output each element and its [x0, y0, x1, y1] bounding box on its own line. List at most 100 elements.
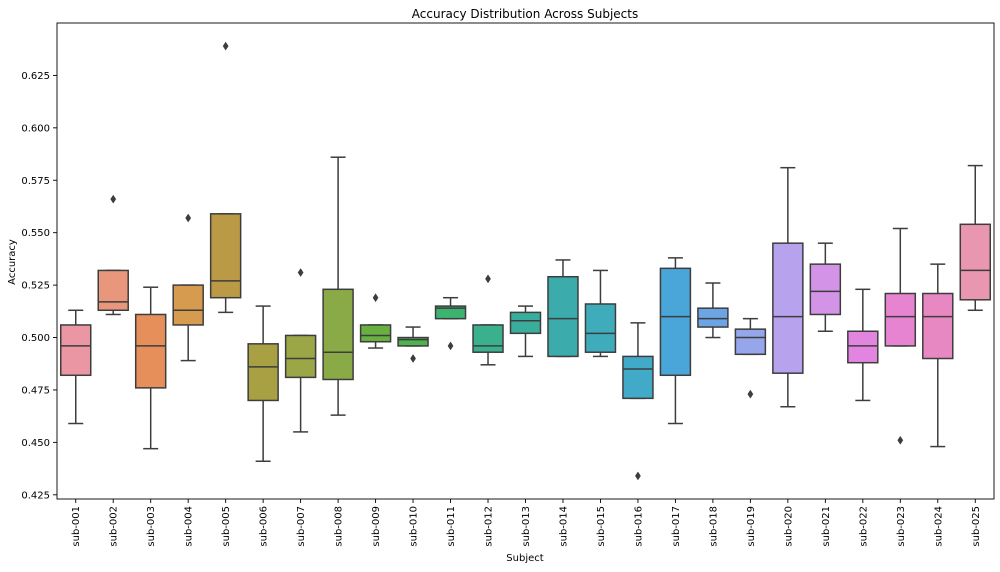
- box-sub-007: [284, 268, 317, 433]
- x-tick-label: sub-019: [746, 506, 757, 547]
- y-axis: 0.425 0.450 0.475 0.500 0.525 0.550 0.575 0.600…: [21, 71, 57, 501]
- box-sub-020: [772, 166, 804, 408]
- x-tick-label: sub-010: [409, 506, 420, 547]
- x-tick-label: sub-002: [109, 506, 120, 547]
- outlier-point: [110, 194, 117, 204]
- box-iqr: [472, 324, 504, 353]
- box-iqr: [847, 330, 879, 364]
- box-sub-021: [809, 242, 842, 332]
- box-iqr: [359, 324, 392, 343]
- box-iqr: [172, 284, 204, 326]
- box-iqr: [734, 328, 767, 356]
- box-iqr: [284, 334, 317, 379]
- x-tick-label: sub-025: [971, 506, 982, 547]
- y-tick-label: 0.600: [21, 123, 50, 134]
- x-tick-label: sub-021: [821, 506, 832, 547]
- box-iqr: [397, 336, 429, 347]
- box-iqr: [509, 311, 542, 335]
- outlier-point: [485, 274, 491, 284]
- chart-title: Accuracy Distribution Across Subjects: [412, 7, 638, 21]
- box-sub-004: [172, 213, 204, 362]
- x-tick-label: sub-008: [334, 506, 345, 547]
- box-iqr: [809, 263, 842, 316]
- outlier-point: [747, 389, 754, 399]
- box-sub-014: [547, 259, 579, 358]
- x-tick-label: sub-009: [371, 506, 382, 547]
- x-axis: sub-001 sub-002 sub-003 sub-004 sub-005 sub-0…: [71, 499, 982, 547]
- x-tick-label: sub-024: [933, 506, 944, 547]
- x-tick-label: sub-014: [558, 506, 569, 547]
- x-tick-label: sub-013: [521, 506, 532, 547]
- box-iqr: [584, 303, 617, 353]
- box-sub-012: [472, 274, 504, 366]
- box-sub-006: [247, 305, 279, 463]
- x-tick-label: sub-015: [596, 506, 607, 547]
- box-iqr: [59, 324, 92, 377]
- boxes-group: [59, 41, 992, 481]
- box-sub-005: [209, 41, 242, 314]
- outlier-point: [297, 268, 304, 277]
- box-sub-003: [134, 286, 167, 450]
- box-iqr: [247, 343, 279, 402]
- box-sub-024: [922, 263, 954, 448]
- box-iqr: [134, 313, 167, 389]
- box-sub-016: [622, 322, 654, 481]
- y-axis-label: Accuracy: [7, 239, 18, 285]
- y-tick-label: 0.475: [21, 385, 50, 396]
- y-tick-label: 0.575: [21, 176, 50, 187]
- box-iqr: [209, 213, 242, 299]
- box-iqr: [434, 305, 467, 320]
- outlier-point: [372, 293, 379, 303]
- box-iqr: [622, 355, 654, 400]
- y-tick-label: 0.525: [21, 281, 50, 292]
- box-sub-001: [59, 309, 92, 425]
- x-tick-label: sub-017: [671, 506, 682, 547]
- x-tick-label: sub-012: [484, 506, 495, 547]
- plot-frame: [56, 22, 995, 500]
- box-sub-011: [434, 296, 467, 351]
- box-iqr: [322, 288, 354, 381]
- outlier-point: [222, 41, 229, 51]
- x-tick-label: sub-022: [858, 506, 869, 547]
- x-axis-label: Subject: [506, 553, 543, 564]
- box-sub-009: [359, 293, 392, 349]
- outlier-point: [635, 471, 641, 481]
- x-tick-label: sub-001: [71, 506, 82, 547]
- box-iqr: [547, 275, 579, 358]
- box-iqr: [884, 292, 917, 347]
- box-sub-023: [884, 227, 917, 445]
- box-iqr: [97, 269, 129, 312]
- x-tick-label: sub-011: [446, 506, 457, 547]
- outlier-point: [897, 435, 904, 445]
- box-iqr: [959, 223, 992, 301]
- y-tick-label: 0.550: [21, 228, 50, 239]
- x-tick-label: sub-023: [896, 506, 907, 547]
- box-sub-013: [509, 305, 542, 358]
- box-sub-025: [959, 164, 992, 312]
- box-sub-002: [97, 194, 129, 316]
- x-tick-label: sub-006: [259, 506, 270, 547]
- outlier-point: [447, 341, 454, 351]
- box-sub-022: [847, 288, 879, 402]
- y-tick-label: 0.500: [21, 333, 50, 344]
- y-tick-label: 0.625: [21, 71, 50, 82]
- outlier-point: [410, 354, 416, 363]
- box-iqr: [922, 292, 954, 360]
- box-sub-015: [584, 269, 617, 358]
- box-iqr: [697, 307, 729, 328]
- x-tick-label: sub-018: [708, 506, 719, 547]
- x-tick-label: sub-003: [146, 506, 157, 547]
- y-tick-label: 0.425: [21, 490, 50, 501]
- x-tick-label: sub-007: [296, 506, 307, 547]
- box-sub-008: [322, 156, 354, 416]
- outlier-point: [185, 213, 192, 223]
- box-sub-017: [659, 257, 692, 425]
- x-tick-label: sub-004: [184, 506, 195, 547]
- x-tick-label: sub-020: [783, 506, 794, 547]
- x-tick-label: sub-016: [633, 506, 644, 547]
- box-iqr: [659, 267, 692, 377]
- box-iqr: [772, 242, 804, 374]
- y-tick-label: 0.450: [21, 438, 50, 449]
